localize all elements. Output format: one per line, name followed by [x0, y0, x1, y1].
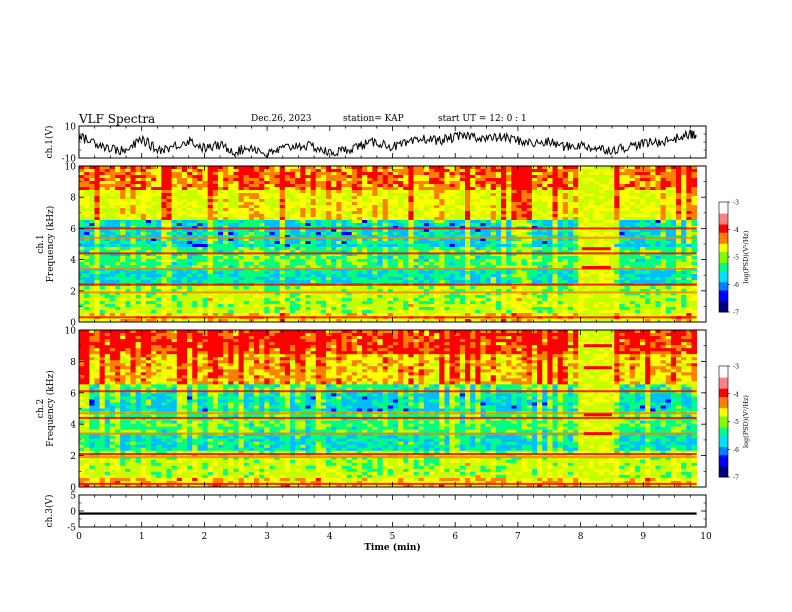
emission-line [79, 412, 697, 415]
x-tick-label: 7 [515, 532, 521, 542]
y-tick-label: 6 [70, 225, 76, 235]
emission-line [79, 416, 697, 419]
waveform-ch3-trace [79, 512, 697, 515]
y-tick-label: 10 [65, 327, 77, 337]
x-tick-label: 10 [700, 532, 712, 542]
emission-line [79, 432, 697, 435]
colorbar-tick-label: -6 [733, 282, 739, 289]
colorbar-tick-label: -7 [733, 310, 739, 317]
colorbar-label: log(PSD)(V²/Hz) [742, 230, 750, 283]
y-tick-label: 5 [70, 492, 76, 502]
y-tick-label: 4 [70, 421, 76, 431]
chart-title: VLF Spectra [79, 112, 156, 126]
colorbar-tick-label: -6 [733, 447, 739, 454]
emission-line [79, 252, 697, 255]
emission-line [79, 236, 697, 239]
colorbar-tick-label: -4 [733, 227, 739, 234]
date-label: Dec.26, 2023 [251, 114, 312, 124]
emission-line [79, 267, 697, 270]
y-tick-label: 2 [70, 452, 76, 462]
start-time-label: start UT = 12: 0 : 1 [438, 114, 527, 124]
y-axis-label: ch.1 [36, 234, 46, 253]
y-tick-label: 8 [70, 358, 76, 368]
x-tick-label: 9 [640, 532, 646, 542]
spectrogram-image-ch1 [79, 166, 697, 323]
x-tick-label: 5 [390, 532, 396, 542]
y-tick-label: -5 [67, 524, 76, 534]
emission-line [79, 283, 697, 286]
event-line [583, 366, 612, 370]
y-tick-label: 6 [70, 389, 76, 399]
event-line [581, 265, 611, 269]
colorbar-tick-label: -4 [733, 391, 739, 398]
y-axis-label: Frequency (kHz) [45, 370, 56, 447]
emission-line [79, 482, 697, 485]
emission-line [79, 453, 697, 456]
colorbar-1: -3 -4 -5 -6 -7 log(PSD)(V²/Hz) [718, 200, 750, 317]
emission-line [79, 291, 697, 294]
station-label: station= KAP [343, 114, 404, 124]
event-line [583, 432, 612, 436]
y-axis-label: ch.1(V) [44, 126, 55, 159]
colorbar-label: log(PSD)(V²/Hz) [742, 395, 750, 448]
y-tick-label: 10 [65, 123, 77, 133]
event-line [581, 247, 611, 251]
y-axis-label: ch.2 [36, 399, 46, 418]
event-line [583, 344, 612, 348]
emission-line [79, 390, 697, 393]
y-tick-label: 0 [70, 484, 76, 494]
colorbar-tick-label: -5 [733, 255, 739, 262]
emission-line [79, 227, 697, 230]
colorbar-tick-label: -3 [733, 364, 739, 371]
x-tick-label: 3 [264, 532, 270, 542]
y-tick-label: 2 [70, 287, 76, 297]
y-tick-label: 10 [65, 163, 77, 173]
colorbar-tick-label: -5 [733, 419, 739, 426]
x-tick-label: 4 [327, 532, 333, 542]
y-tick-label: 8 [70, 194, 76, 204]
x-tick-label: 8 [578, 532, 584, 542]
y-tick-label: 0 [70, 508, 76, 518]
colorbar-2: -3 -4 -5 -6 -7 log(PSD)(V²/Hz) [718, 364, 750, 482]
x-tick-label: 0 [76, 532, 82, 542]
x-tick-label: 1 [139, 532, 145, 542]
x-axis-label: Time (min) [364, 542, 421, 553]
emission-line [79, 316, 697, 319]
colorbar-tick-label: -7 [733, 475, 739, 482]
colorbar-tick-label: -3 [733, 200, 739, 207]
event-line [583, 413, 612, 417]
spectrogram-image-ch2 [79, 330, 697, 488]
y-tick-label: -10 [62, 155, 77, 165]
x-tick-label: 2 [202, 532, 208, 542]
y-axis-label: Frequency (kHz) [45, 206, 56, 283]
emission-line [79, 456, 697, 459]
x-tick-label: 6 [452, 532, 458, 542]
y-tick-label: 4 [70, 256, 76, 266]
waveform-ch1-trace [78, 129, 697, 159]
y-tick-label: 0 [70, 319, 76, 329]
y-axis-label: ch.3(V) [44, 495, 55, 528]
